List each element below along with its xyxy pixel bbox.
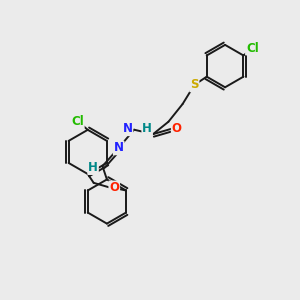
Text: Cl: Cl: [246, 42, 259, 55]
Text: S: S: [190, 78, 199, 92]
Text: N: N: [114, 141, 124, 154]
Text: H: H: [142, 122, 152, 135]
Text: O: O: [109, 181, 119, 194]
Text: N: N: [122, 122, 133, 135]
Text: O: O: [172, 122, 182, 135]
Text: Cl: Cl: [71, 115, 84, 128]
Text: H: H: [88, 161, 98, 174]
